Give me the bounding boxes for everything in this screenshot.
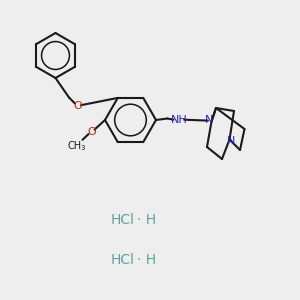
Text: 3: 3 [81,145,85,151]
Text: HCl: HCl [111,253,135,266]
Text: N: N [227,136,235,146]
Text: O: O [73,101,82,111]
Text: CH: CH [68,141,82,151]
Text: · H: · H [137,253,157,266]
Text: O: O [87,127,96,137]
Text: NH: NH [170,115,187,125]
Text: N: N [205,115,213,125]
Text: HCl: HCl [111,214,135,227]
Text: · H: · H [137,214,157,227]
